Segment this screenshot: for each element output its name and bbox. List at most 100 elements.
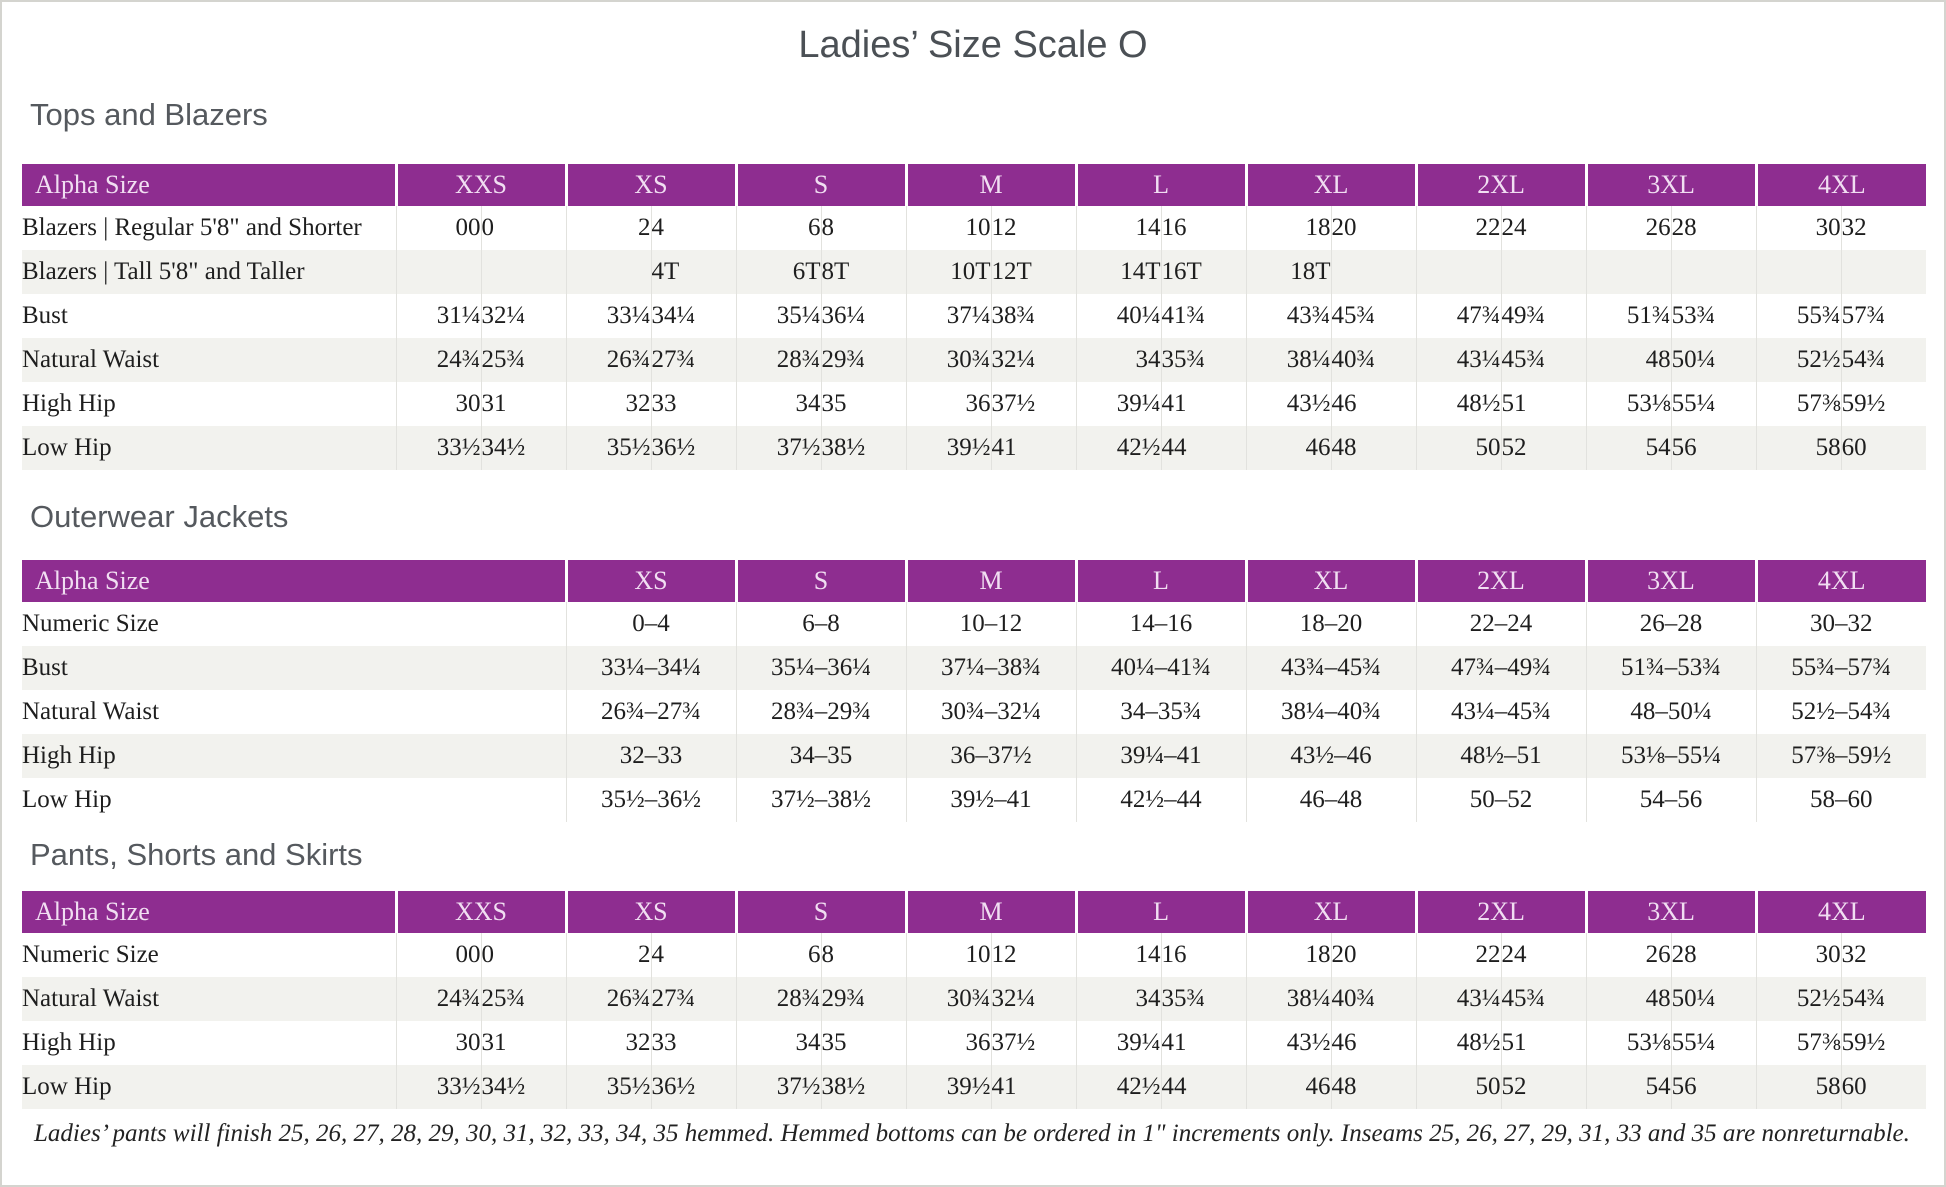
size-value-cell: 52 — [1500, 426, 1587, 470]
size-value-cell: 32 — [1840, 206, 1927, 250]
size-value-cell: 32–33 — [565, 734, 736, 778]
size-column-header: S — [734, 891, 907, 933]
size-value-cell: 57¾ — [1840, 294, 1927, 338]
tops-and-blazers-table: Alpha Size XXS XS S M L XL 2XL 3XL 4XL Blazers | R… — [22, 164, 1927, 470]
size-value-cell: 43½–46 — [1245, 734, 1416, 778]
size-value-cell: 32¼ — [990, 338, 1077, 382]
size-value-cell: 26 — [1585, 933, 1672, 977]
row-label: Low Hip — [22, 434, 112, 461]
row-label: Bust — [22, 302, 68, 329]
size-value-cell: 39¼ — [1075, 382, 1162, 426]
size-table-row: Natural Waist 24¾ 25¾ 26¾ 27¾ 28¾ 29¾ 30¾ 32¼ 34 3… — [22, 977, 1927, 1021]
size-value-cell: 32 — [565, 1021, 652, 1065]
size-value-cell: 36–37½ — [905, 734, 1076, 778]
size-value-cell: 50 — [1415, 1065, 1502, 1109]
size-value-cell: 59½ — [1840, 1021, 1927, 1065]
size-value-cell: 2 — [565, 933, 652, 977]
size-value-cell: 12 — [990, 933, 1077, 977]
size-value-cell: 55¼ — [1670, 1021, 1757, 1065]
size-value-cell — [1415, 250, 1502, 294]
size-value-cell — [1585, 250, 1672, 294]
size-value-cell: 35 — [820, 1021, 907, 1065]
size-value-cell: 16T — [1160, 250, 1247, 294]
size-value-cell: 46 — [1245, 426, 1332, 470]
size-table-row: Numeric Size 0–4 6–8 10–12 14–16 18–20 22–24 26… — [22, 602, 1926, 646]
size-value-cell — [1330, 250, 1417, 294]
size-value-cell: 54–56 — [1585, 778, 1756, 822]
size-value-cell: 37½ — [735, 426, 822, 470]
size-table-row: High Hip 30 31 32 33 34 35 36 37½ 39¼ 41 43½ 46 48½ 51… — [22, 382, 1927, 426]
size-column-header: 4XL — [1754, 891, 1927, 933]
size-column-header: M — [904, 560, 1076, 602]
size-value-cell: 46 — [1330, 1021, 1417, 1065]
size-value-cell — [480, 250, 567, 294]
size-value-cell: 16 — [1160, 206, 1247, 250]
size-table-row: High Hip 30 31 32 33 34 35 36 37½ 39¼ 41 43½ 46 48½ 51… — [22, 1021, 1927, 1065]
size-table-row: Natural Waist 24¾ 25¾ 26¾ 27¾ 28¾ 29¾ 30¾ 32¼ 34 3… — [22, 338, 1927, 382]
size-value-cell: 42½ — [1075, 426, 1162, 470]
row-label: Low Hip — [22, 786, 112, 813]
size-value-cell: 41¾ — [1160, 294, 1247, 338]
alpha-size-corner-header: Alpha Size — [22, 560, 566, 602]
size-value-cell: 0–4 — [565, 602, 736, 646]
size-value-cell: 35¼–36¼ — [735, 646, 906, 690]
size-value-cell: 38½ — [820, 426, 907, 470]
size-value-cell: 2 — [565, 206, 652, 250]
size-column-header: L — [1074, 560, 1246, 602]
size-value-cell: 34 — [1075, 338, 1162, 382]
size-value-cell: 14 — [1075, 933, 1162, 977]
size-value-cell: 24 — [1500, 933, 1587, 977]
size-value-cell: 39¼–41 — [1075, 734, 1246, 778]
size-column-header: XL — [1244, 164, 1417, 206]
size-value-cell: 14T — [1075, 250, 1162, 294]
alpha-size-corner-header: Alpha Size — [22, 164, 396, 206]
row-label: Natural Waist — [22, 985, 160, 1012]
size-value-cell: 46 — [1330, 382, 1417, 426]
size-value-cell: 38¼ — [1245, 338, 1332, 382]
size-column-header: XS — [564, 560, 736, 602]
size-column-header: L — [1074, 891, 1247, 933]
size-chart-page: Ladies’ Size Scale O Tops and Blazers Al… — [2, 2, 1944, 1151]
page-title: Ladies’ Size Scale O — [798, 24, 1148, 66]
size-value-cell: 8 — [820, 206, 907, 250]
size-value-cell: 48½–51 — [1415, 734, 1586, 778]
size-value-cell: 39½–41 — [905, 778, 1076, 822]
section-heading-outerwear-jackets: Outerwear Jackets — [30, 499, 289, 534]
size-value-cell: 51¾–53¾ — [1585, 646, 1756, 690]
size-value-cell: 33 — [650, 1021, 737, 1065]
size-value-cell: 27¾ — [650, 338, 737, 382]
size-value-cell: 20 — [1330, 206, 1417, 250]
size-value-cell: 51 — [1500, 382, 1587, 426]
size-value-cell: 28¾ — [735, 977, 822, 1021]
size-value-cell: 40¼–41¾ — [1075, 646, 1246, 690]
size-value-cell: 48½ — [1415, 1021, 1502, 1065]
size-value-cell: 52 — [1500, 1065, 1587, 1109]
size-value-cell: 43¾–45¾ — [1245, 646, 1416, 690]
size-value-cell: 28 — [1670, 933, 1757, 977]
size-value-cell: 33¼ — [565, 294, 652, 338]
size-value-cell: 37¼–38¾ — [905, 646, 1076, 690]
size-value-cell: 53⅛ — [1585, 1021, 1672, 1065]
size-value-cell: 16 — [1160, 933, 1247, 977]
hemming-footnote: Ladies’ pants will finish 25, 26, 27, 28… — [34, 1120, 1910, 1147]
size-value-cell: 4T — [650, 250, 737, 294]
size-column-header: XXS — [394, 164, 567, 206]
size-value-cell: 47¾ — [1415, 294, 1502, 338]
size-column-header: L — [1074, 164, 1247, 206]
size-value-cell — [1755, 250, 1842, 294]
row-label: Blazers | Regular 5'8" and Shorter — [22, 214, 362, 241]
row-label: High Hip — [22, 742, 116, 769]
size-value-cell: 6 — [735, 933, 822, 977]
size-value-cell: 43¼–45¾ — [1415, 690, 1586, 734]
size-value-cell: 39¼ — [1075, 1021, 1162, 1065]
pants-shorts-and-skirts-table: Alpha Size XXS XS S M L XL 2XL 3XL 4XL Numeric Siz… — [22, 891, 1927, 1109]
size-value-cell: 48½ — [1415, 382, 1502, 426]
size-value-cell: 14 — [1075, 206, 1162, 250]
size-value-cell: 42½ — [1075, 1065, 1162, 1109]
size-value-cell: 56 — [1670, 426, 1757, 470]
size-value-cell: 31¼ — [395, 294, 481, 338]
size-value-cell: 12 — [990, 206, 1077, 250]
size-value-cell: 34¼ — [650, 294, 737, 338]
size-column-header: M — [904, 891, 1077, 933]
size-value-cell: 49¾ — [1500, 294, 1587, 338]
